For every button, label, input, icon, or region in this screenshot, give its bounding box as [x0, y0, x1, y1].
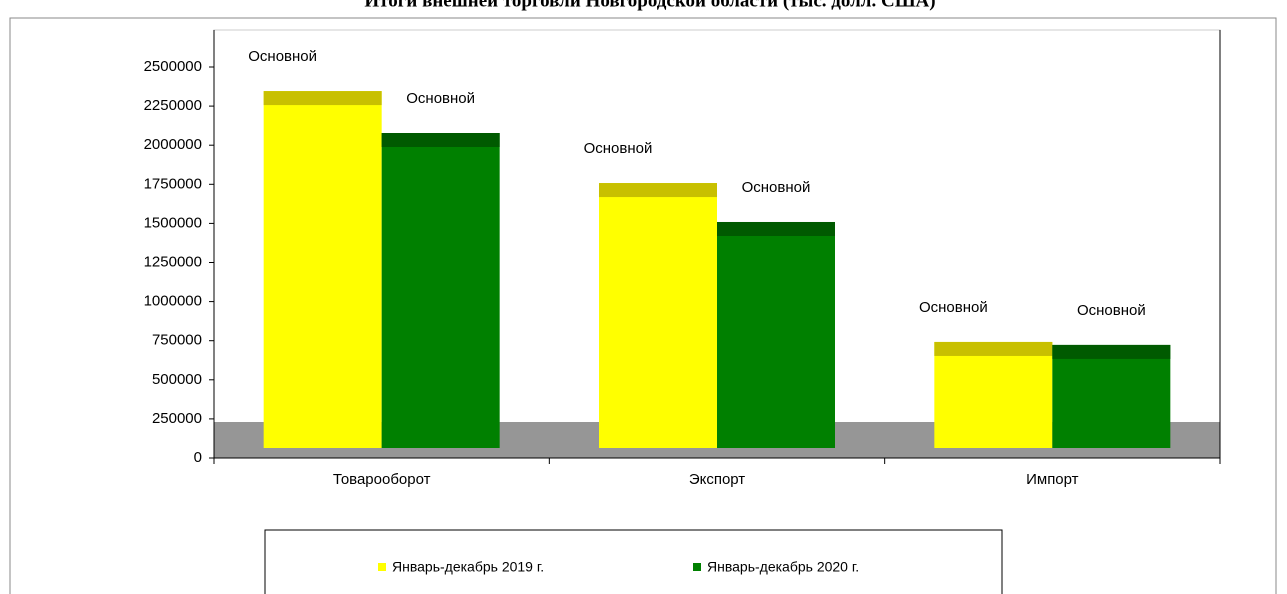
legend-label: Январь-декабрь 2020 г.	[707, 559, 859, 575]
bar-top	[934, 341, 1053, 356]
legend-box	[264, 529, 1003, 594]
x-tick-label: Экспорт	[689, 471, 745, 488]
x-tick-label: Товарооборот	[333, 471, 431, 488]
bar	[1052, 344, 1171, 448]
x-tick-label: Импорт	[1026, 471, 1079, 488]
y-tick-label: 2500000	[144, 58, 202, 75]
legend-swatch	[378, 563, 386, 571]
chart-title: Итоги внешней торговли Новгородской обла…	[364, 0, 935, 11]
y-tick-label: 500000	[152, 371, 202, 388]
y-tick-label: 1250000	[144, 253, 202, 270]
y-tick-label: 1500000	[144, 214, 202, 231]
legend-swatch	[693, 563, 701, 571]
data-label: Основной	[406, 90, 475, 107]
bar-top	[263, 91, 382, 106]
bar	[381, 133, 500, 448]
y-tick-label: 250000	[152, 410, 202, 427]
y-tick-label: 750000	[152, 332, 202, 349]
bar	[934, 341, 1053, 448]
bar-top	[1052, 344, 1171, 359]
data-label: Основной	[248, 48, 317, 65]
bar-top	[599, 183, 717, 198]
legend-label: Январь-декабрь 2019 г.	[392, 559, 544, 575]
data-label: Основной	[742, 179, 811, 196]
bar	[599, 183, 717, 448]
data-label: Основной	[919, 299, 988, 316]
data-label: Основной	[1077, 302, 1146, 319]
y-tick-label: 2000000	[144, 136, 202, 153]
y-tick-label: 0	[194, 449, 202, 466]
bar-top	[381, 133, 500, 148]
bar-top	[717, 221, 835, 236]
y-tick-label: 1750000	[144, 175, 202, 192]
y-tick-label: 2250000	[144, 97, 202, 114]
data-label: Основной	[584, 140, 653, 157]
bar	[717, 221, 835, 448]
bar	[263, 91, 382, 448]
y-tick-label: 1000000	[144, 293, 202, 310]
